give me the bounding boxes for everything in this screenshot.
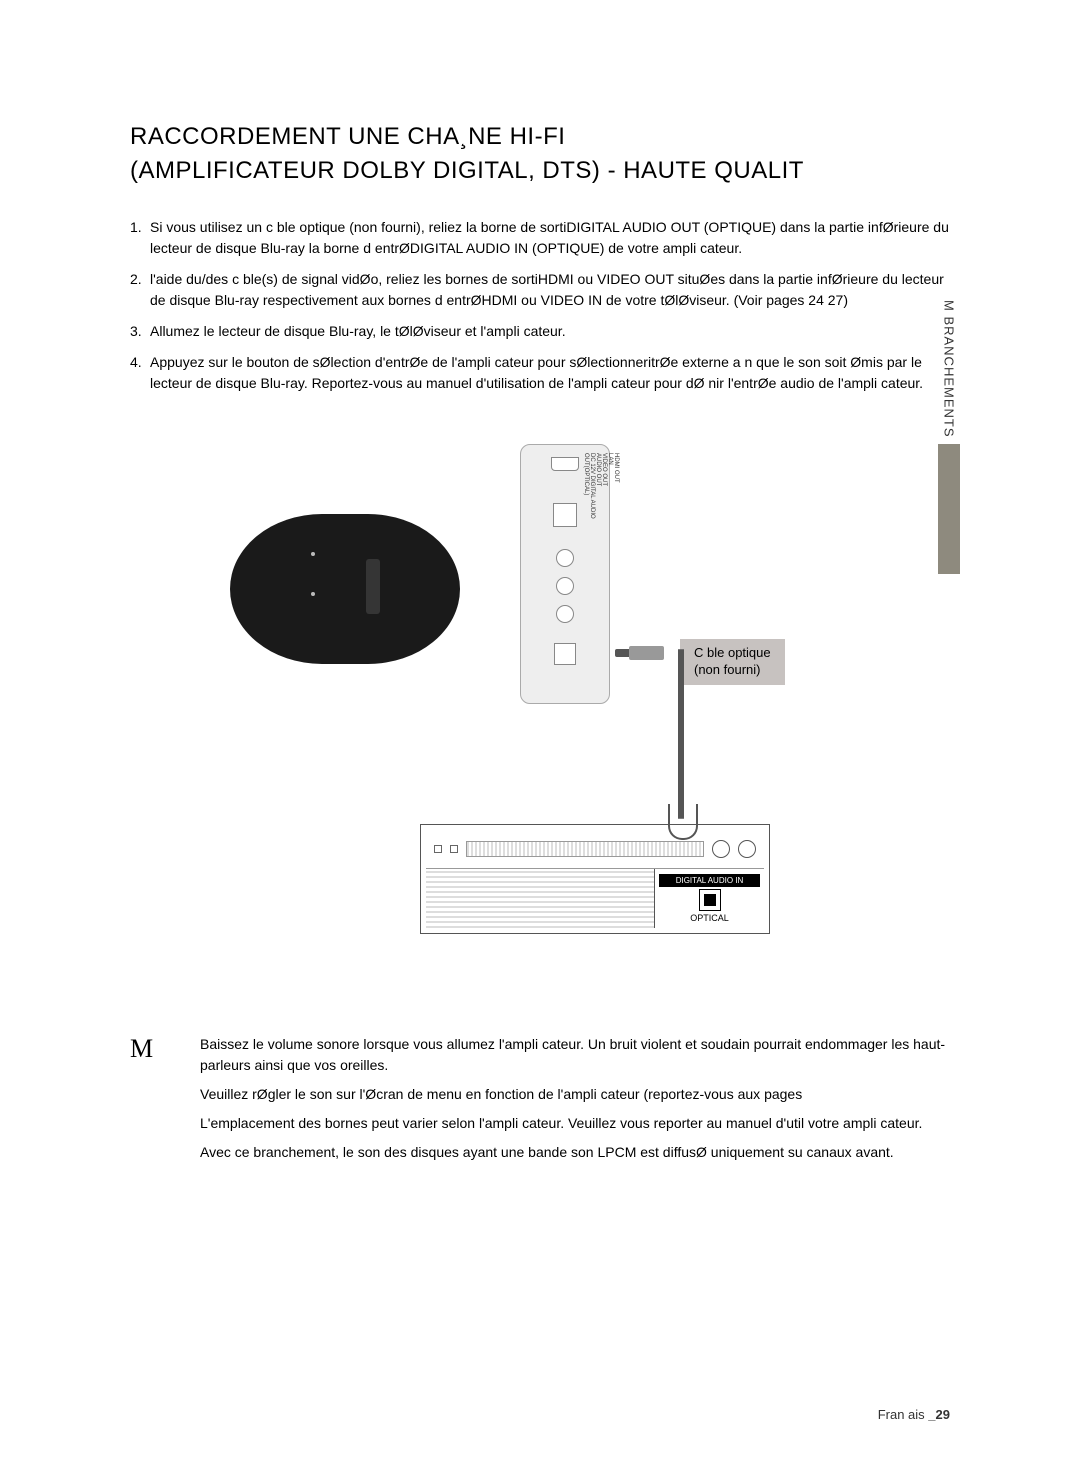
title-line-2: (AMPLIFICATEUR DOLBY DIGITAL, DTS) - HAU… bbox=[130, 157, 804, 184]
hdmi-port-icon bbox=[551, 457, 579, 471]
step-number: 4. bbox=[130, 352, 150, 394]
step-text: l'aide du/des c ble(s) de signal vidØo, … bbox=[150, 269, 950, 311]
rear-label: AUDIO OUT bbox=[595, 453, 601, 693]
amp-display-icon bbox=[466, 841, 704, 857]
page-footer: Fran ais _29 bbox=[878, 1407, 950, 1422]
step-number: 3. bbox=[130, 321, 150, 342]
amplifier-icon: DIGITAL AUDIO IN OPTICAL bbox=[420, 824, 770, 934]
side-tab-box bbox=[938, 444, 960, 574]
callout-line-2: (non fourni) bbox=[694, 662, 760, 677]
audio-l-port-icon bbox=[556, 577, 574, 595]
side-tab: M BRANCHEMENTS bbox=[938, 300, 960, 574]
step-text: Appuyez sur le bouton de sØlection d'ent… bbox=[150, 352, 950, 394]
title-line-1: RACCORDEMENT UNE CHA¸NE HI-FI bbox=[130, 123, 565, 150]
bluray-player-icon bbox=[230, 514, 460, 664]
page-title: RACCORDEMENT UNE CHA¸NE HI-FI (AMPLIFICA… bbox=[130, 120, 970, 187]
step-number: 1. bbox=[130, 217, 150, 259]
step-item: 3. Allumez le lecteur de disque Blu-ray,… bbox=[130, 321, 950, 342]
callout-line-1: C ble optique bbox=[694, 645, 771, 660]
optical-port-icon bbox=[554, 643, 576, 665]
disc-slot-icon bbox=[366, 559, 380, 614]
amp-knob-icon bbox=[738, 840, 756, 858]
connection-diagram: HDMI OUT LAN VIDEO OUT AUDIO OUT DC 12V … bbox=[190, 444, 910, 964]
lan-port-icon bbox=[553, 503, 577, 527]
cable-callout: C ble optique (non fourni) bbox=[680, 639, 785, 685]
rear-panel-icon: HDMI OUT LAN VIDEO OUT AUDIO OUT DC 12V … bbox=[520, 444, 610, 704]
optical-cable-icon bbox=[680, 649, 682, 819]
amp-button-icon bbox=[450, 845, 458, 853]
amp-knob-icon bbox=[712, 840, 730, 858]
note-line: Avec ce branchement, le son des disques … bbox=[200, 1142, 970, 1163]
step-text: Si vous utilisez un c ble optique (non f… bbox=[150, 217, 950, 259]
footer-lang: Fran ais bbox=[878, 1407, 929, 1422]
amp-button-icon bbox=[434, 845, 442, 853]
step-item: 4. Appuyez sur le bouton de sØlection d'… bbox=[130, 352, 950, 394]
steps-list: 1. Si vous utilisez un c ble optique (no… bbox=[130, 217, 950, 394]
step-text: Allumez le lecteur de disque Blu-ray, le… bbox=[150, 321, 950, 342]
amp-input-header: DIGITAL AUDIO IN bbox=[659, 874, 760, 887]
note-line: Baissez le volume sonore lorsque vous al… bbox=[200, 1034, 970, 1076]
amp-optical-port-icon bbox=[699, 889, 721, 911]
step-item: 1. Si vous utilisez un c ble optique (no… bbox=[130, 217, 950, 259]
note-body: Baissez le volume sonore lorsque vous al… bbox=[200, 1034, 970, 1171]
amp-optical-in: DIGITAL AUDIO IN OPTICAL bbox=[654, 869, 764, 928]
note-line: Veuillez rØgler le son sur l'Øcran de me… bbox=[200, 1084, 970, 1105]
note-symbol: M bbox=[130, 1034, 170, 1064]
notes-section: M Baissez le volume sonore lorsque vous … bbox=[130, 1034, 970, 1171]
step-number: 2. bbox=[130, 269, 150, 311]
step-item: 2. l'aide du/des c ble(s) de signal vidØ… bbox=[130, 269, 950, 311]
rear-label: DC 12V DIGITAL AUDIO bbox=[589, 453, 595, 693]
note-line: L'emplacement des bornes peut varier sel… bbox=[200, 1113, 970, 1134]
optical-plug-icon bbox=[615, 646, 675, 660]
video-port-icon bbox=[556, 549, 574, 567]
rear-label: VIDEO OUT bbox=[601, 453, 607, 693]
audio-r-port-icon bbox=[556, 605, 574, 623]
footer-page-number: _29 bbox=[928, 1407, 950, 1422]
rear-label: LAN bbox=[607, 453, 613, 693]
rear-label: OUT(OPTICAL) bbox=[583, 453, 589, 693]
side-tab-label: M BRANCHEMENTS bbox=[942, 300, 957, 438]
amp-optical-label: OPTICAL bbox=[690, 913, 729, 923]
